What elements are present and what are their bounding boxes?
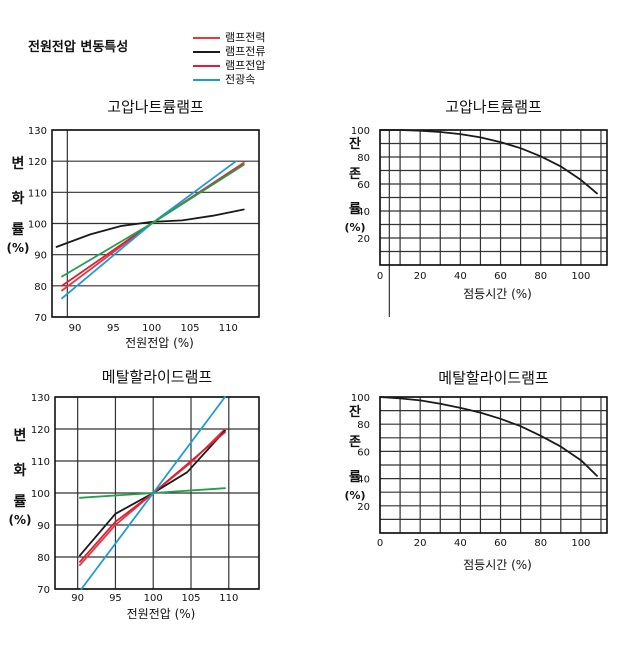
y-tick-label: 100 (351, 393, 370, 404)
legend-label: 전광속 (225, 73, 256, 86)
x-tick-label: 90 (71, 593, 84, 604)
chart-title: 메탈할라이드램프 (102, 368, 213, 386)
y-tick-label: 110 (28, 188, 47, 199)
plot-frame (54, 396, 260, 590)
y-axis-label-part: 존 (349, 435, 361, 450)
y-axis-label-part: 화 (12, 191, 25, 207)
x-tick-label: 105 (180, 323, 199, 334)
y-tick-label: 40 (357, 475, 370, 486)
y-tick-label: 80 (357, 153, 370, 164)
y-axis-label-part: 률 (349, 202, 361, 217)
chart-panel (51, 129, 390, 318)
y-tick-label: 70 (37, 585, 50, 596)
x-tick-label: 60 (494, 538, 507, 549)
series-line-램프전류 (55, 208, 245, 248)
y-tick-label: 80 (34, 282, 47, 293)
x-tick-label: 95 (109, 593, 122, 604)
series-line (379, 396, 598, 477)
chart-panel (54, 396, 260, 590)
y-tick-label: 60 (357, 180, 370, 191)
x-tick-label: 110 (219, 323, 238, 334)
chart-title: 고압나트륨램프 (107, 98, 204, 116)
y-tick-label: 90 (37, 521, 50, 532)
legend-label: 램프전류 (225, 45, 266, 58)
y-tick-label: 110 (31, 457, 50, 468)
y-tick-label: 100 (351, 126, 370, 137)
y-tick-label: 130 (31, 393, 50, 404)
series-line (61, 164, 245, 278)
series-line-전광속 (61, 160, 237, 300)
x-axis-label: 점등시간 (%) (463, 287, 532, 301)
chart-panel (379, 129, 608, 266)
x-tick-label: 100 (144, 593, 163, 604)
y-tick-label: 100 (31, 489, 50, 500)
y-tick-label: 70 (34, 313, 47, 324)
y-tick-label: 120 (28, 157, 47, 168)
y-tick-label: 90 (34, 251, 47, 262)
plot-frame (379, 129, 608, 266)
x-tick-label: 40 (454, 271, 467, 282)
x-tick-label: 100 (571, 538, 590, 549)
legend-label: 램프전력 (225, 31, 266, 44)
x-tick-label: 100 (142, 323, 161, 334)
plot-frame (51, 129, 260, 318)
series-line (379, 129, 598, 195)
y-axis-label-part: 화 (14, 463, 27, 479)
y-tick-label: 40 (357, 207, 370, 218)
chart-title: 메탈할라이드램프 (438, 369, 549, 387)
y-tick-label: 130 (28, 126, 47, 137)
x-tick-label: 80 (534, 538, 547, 549)
y-tick-label: 20 (357, 234, 370, 245)
legend-label: 램프전압 (225, 59, 266, 72)
x-tick-label: 80 (534, 271, 547, 282)
x-tick-label: 90 (69, 323, 82, 334)
x-tick-label: 20 (414, 271, 427, 282)
y-axis-label-part: 률 (14, 493, 27, 510)
x-tick-label: 100 (571, 271, 590, 282)
x-tick-label: 20 (414, 538, 427, 549)
y-axis-label-part: 변 (14, 428, 27, 444)
chart-title: 고압나트륨램프 (445, 98, 542, 116)
series-line (79, 487, 226, 499)
y-tick-label: 120 (31, 425, 50, 436)
y-axis-label-part: 잔 (349, 136, 361, 152)
plot-frame (379, 396, 608, 534)
x-tick-label: 105 (181, 593, 200, 604)
y-axis-label-part: 률 (12, 221, 25, 238)
x-tick-label: 95 (107, 323, 120, 334)
legend-swatch (193, 65, 220, 67)
y-axis-label-part: 률 (349, 470, 361, 485)
y-axis-label-part: (%) (344, 489, 365, 502)
y-axis-label-part: (%) (344, 221, 365, 234)
y-tick-label: 20 (357, 502, 370, 513)
x-axis-label: 점등시간 (%) (463, 558, 532, 572)
y-axis-label-part: 변 (12, 156, 25, 172)
y-tick-label: 100 (28, 220, 47, 231)
x-tick-label: 0 (377, 271, 383, 282)
chart-panel (379, 396, 608, 534)
y-axis-label-part: 잔 (349, 404, 361, 420)
y-tick-label: 80 (37, 553, 50, 564)
legend-swatch (193, 37, 220, 39)
x-axis-label: 전원전압 (%) (125, 336, 194, 350)
y-axis-label-part: (%) (7, 241, 30, 255)
y-tick-label: 60 (357, 447, 370, 458)
x-tick-label: 110 (219, 593, 238, 604)
x-tick-label: 0 (377, 538, 383, 549)
y-axis-label-part: 존 (349, 167, 361, 182)
page-title: 전원전압 변동특성 (28, 40, 129, 55)
x-tick-label: 60 (494, 271, 507, 282)
y-axis-label-part: (%) (9, 513, 32, 527)
x-tick-label: 40 (454, 538, 467, 549)
x-axis-label: 전원전압 (%) (127, 607, 196, 621)
y-tick-label: 80 (357, 420, 370, 431)
legend-swatch (193, 79, 220, 81)
legend-swatch (193, 51, 220, 53)
